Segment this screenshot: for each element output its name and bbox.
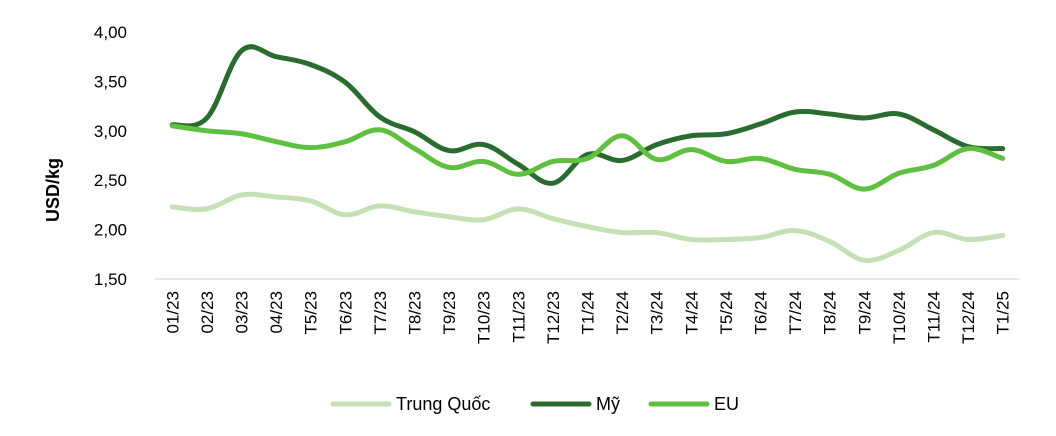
x-tick-label: T5/23 [302, 291, 321, 334]
x-tick-label: T6/23 [336, 291, 355, 334]
x-tick-label: T5/24 [717, 291, 736, 334]
x-tick-label: T8/24 [821, 291, 840, 334]
series-line-trung-quoc [169, 191, 1006, 263]
x-tick-label: T11/23 [509, 291, 528, 343]
y-axis-ticks: 4,00 3,50 3,00 2,50 2,00 1,50 [94, 23, 127, 289]
y-tick-label: 2,00 [94, 221, 127, 240]
series-line-eu [169, 123, 1006, 192]
y-tick-label: 2,50 [94, 171, 127, 190]
x-tick-label: T1/25 [994, 291, 1013, 334]
x-tick-label: T7/24 [786, 291, 805, 334]
legend-label-my: Mỹ [596, 394, 620, 414]
x-tick-label: T1/24 [579, 291, 598, 334]
x-tick-label: T10/24 [890, 291, 909, 344]
y-tick-label: 1,50 [94, 270, 127, 289]
x-tick-label: T12/24 [959, 291, 978, 344]
y-tick-label: 3,50 [94, 72, 127, 91]
x-tick-label: T8/23 [406, 291, 425, 334]
y-tick-label: 3,00 [94, 122, 127, 141]
x-tick-label: T4/24 [682, 291, 701, 334]
legend-label-trung-quoc: Trung Quốc [396, 394, 490, 414]
x-tick-label: 03/23 [233, 291, 252, 334]
x-tick-label: T2/24 [613, 291, 632, 334]
series-line-my [169, 44, 1006, 186]
legend-label-eu: EU [714, 394, 739, 414]
x-tick-label: 02/23 [198, 291, 217, 334]
x-tick-label: T3/24 [648, 291, 667, 334]
x-tick-label: 04/23 [267, 291, 286, 334]
x-tick-label: T12/23 [544, 291, 563, 344]
x-tick-label: T9/24 [855, 291, 874, 334]
series-lines [169, 44, 1006, 263]
x-tick-label: 01/23 [163, 291, 182, 334]
x-tick-label: T7/23 [371, 291, 390, 334]
legend: Trung Quốc Mỹ EU [330, 394, 739, 414]
y-axis-label: USD/kg [43, 158, 63, 222]
x-tick-label: T11/24 [925, 291, 944, 343]
x-tick-label: T9/23 [440, 291, 459, 334]
x-tick-label: T10/23 [475, 291, 494, 344]
x-axis-ticks: 01/23 02/23 03/23 04/23 T5/23 T6/23 T7/23 T8/23… [163, 291, 1012, 344]
x-tick-label: T6/24 [752, 291, 771, 334]
y-tick-label: 4,00 [94, 23, 127, 42]
